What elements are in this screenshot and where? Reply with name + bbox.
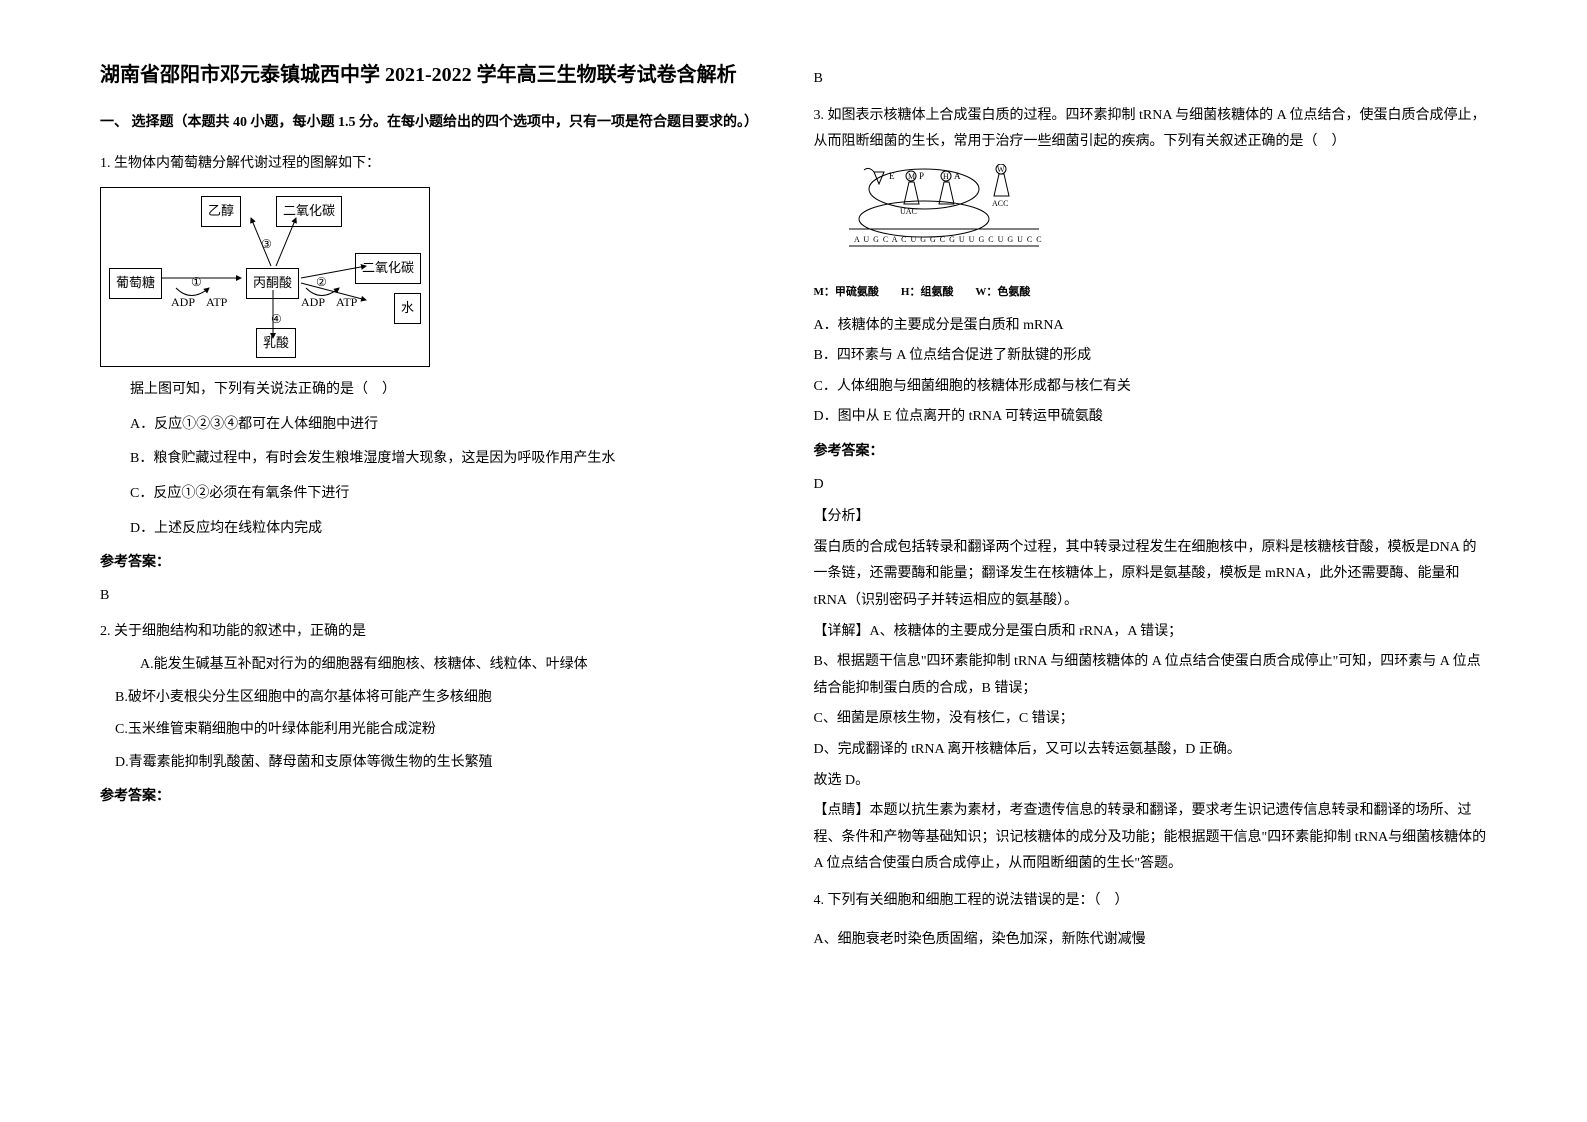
q2-answer: B xyxy=(814,66,1488,93)
node-co2-top: 二氧化碳 xyxy=(276,196,342,227)
svg-text:P: P xyxy=(919,171,924,181)
svg-text:H: H xyxy=(943,172,949,181)
q3-optA: A．核糖体的主要成分是蛋白质和 mRNA xyxy=(814,313,1488,340)
q1-stem: 1. 生物体内葡萄糖分解代谢过程的图解如下： xyxy=(100,151,774,178)
q1-optB: B．粮食贮藏过程中，有时会发生粮堆湿度增大现象，这是因为呼吸作用产生水 xyxy=(130,446,774,473)
svg-text:E: E xyxy=(889,171,895,181)
svg-text:A U G C A C U G G C G U U G C: A U G C A C U G G C G U U G C U G U C C xyxy=(854,235,1043,244)
adp2: ADP xyxy=(301,291,325,314)
atp2: ATP xyxy=(336,291,357,314)
node-glucose: 葡萄糖 xyxy=(109,268,162,299)
q1-optC: C．反应①②必须在有氧条件下进行 xyxy=(130,481,774,508)
q3-analysis-h2: 【详解】A、核糖体的主要成分是蛋白质和 rRNA，A 错误； xyxy=(814,619,1488,646)
label-3: ③ xyxy=(261,233,272,256)
q3-diagram: E P A M H W UAC ACC A U G C A C U G G C … xyxy=(814,164,1074,274)
page-title: 湖南省邵阳市邓元泰镇城西中学 2021-2022 学年高三生物联考试卷含解析 xyxy=(100,60,774,90)
q2-stem: 2. 关于细胞结构和功能的叙述中，正确的是 xyxy=(100,619,774,646)
node-pyruvate: 丙酮酸 xyxy=(246,268,299,299)
node-ethanol: 乙醇 xyxy=(201,196,241,227)
q2-optA: A.能发生碱基互补配对行为的细胞器有细胞核、核糖体、线粒体、叶绿体 xyxy=(140,652,774,679)
q3-analysis-p2: B、根据题干信息"四环素能抑制 tRNA 与细菌核糖体的 A 位点结合使蛋白质合… xyxy=(814,649,1488,702)
ribosome-svg: E P A M H W UAC ACC A U G C A C U G G C … xyxy=(814,164,1074,254)
label-4: ④ xyxy=(271,308,282,331)
q3-analysis-p3: C、细菌是原核生物，没有核仁，C 错误； xyxy=(814,706,1488,733)
node-lactate: 乳酸 xyxy=(256,328,296,359)
atp1: ATP xyxy=(206,291,227,314)
q3-answer-label: 参考答案： xyxy=(814,439,1488,466)
q2-optB: B.破坏小麦根尖分生区细胞中的高尔基体将可能产生多核细胞 xyxy=(115,685,774,712)
svg-text:UAC: UAC xyxy=(900,207,917,216)
q3-optC: C．人体细胞与细菌细胞的核糖体形成都与核仁有关 xyxy=(814,374,1488,401)
q3-optD: D．图中从 E 位点离开的 tRNA 可转运甲硫氨酸 xyxy=(814,404,1488,431)
q3-legend: M：甲硫氨酸 H：组氨酸 W：色氨酸 xyxy=(814,282,1488,303)
q1-prompt: 据上图可知，下列有关说法正确的是（ ） xyxy=(130,377,774,404)
q2-optC: C.玉米维管束鞘细胞中的叶绿体能利用光能合成淀粉 xyxy=(115,717,774,744)
q1-answer: B xyxy=(100,583,774,610)
q3-optB: B．四环素与 A 位点结合促进了新肽键的形成 xyxy=(814,343,1488,370)
q3-analysis-p5: 故选 D。 xyxy=(814,768,1488,795)
q3-analysis-p1: 蛋白质的合成包括转录和翻译两个过程，其中转录过程发生在细胞核中，原料是核糖核苷酸… xyxy=(814,535,1488,615)
q3-analysis-h1: 【分析】 xyxy=(814,504,1488,531)
q1-optD: D．上述反应均在线粒体内完成 xyxy=(130,516,774,543)
adp1: ADP xyxy=(171,291,195,314)
svg-text:A: A xyxy=(954,171,961,181)
svg-text:W: W xyxy=(997,165,1005,174)
section-header: 一、 选择题（本题共 40 小题，每小题 1.5 分。在每小题给出的四个选项中，… xyxy=(100,110,774,137)
q3-answer: D xyxy=(814,472,1488,499)
q1-optA: A．反应①②③④都可在人体细胞中进行 xyxy=(130,412,774,439)
node-water: 水 xyxy=(394,293,421,324)
node-co2-right: 二氧化碳 xyxy=(355,253,421,284)
q3-analysis-p4: D、完成翻译的 tRNA 离开核糖体后，又可以去转运氨基酸，D 正确。 xyxy=(814,737,1488,764)
q1-diagram: 乙醇 二氧化碳 葡萄糖 丙酮酸 二氧化碳 水 乳酸 ① ② ③ ④ ADP AT… xyxy=(100,187,430,367)
svg-text:M: M xyxy=(908,172,915,181)
q4-stem: 4. 下列有关细胞和细胞工程的说法错误的是：（ ） xyxy=(814,888,1488,915)
q4-optA: A、细胞衰老时染色质固缩，染色加深，新陈代谢减慢 xyxy=(814,927,1488,954)
svg-text:ACC: ACC xyxy=(992,199,1008,208)
q1-answer-label: 参考答案： xyxy=(100,550,774,577)
q3-stem: 3. 如图表示核糖体上合成蛋白质的过程。四环素抑制 tRNA 与细菌核糖体的 A… xyxy=(814,103,1488,156)
q2-optD: D.青霉素能抑制乳酸菌、酵母菌和支原体等微生物的生长繁殖 xyxy=(115,750,774,777)
q2-answer-label: 参考答案： xyxy=(100,784,774,811)
q3-analysis-h3: 【点睛】本题以抗生素为素材，考查遗传信息的转录和翻译，要求考生识记遗传信息转录和… xyxy=(814,798,1488,878)
